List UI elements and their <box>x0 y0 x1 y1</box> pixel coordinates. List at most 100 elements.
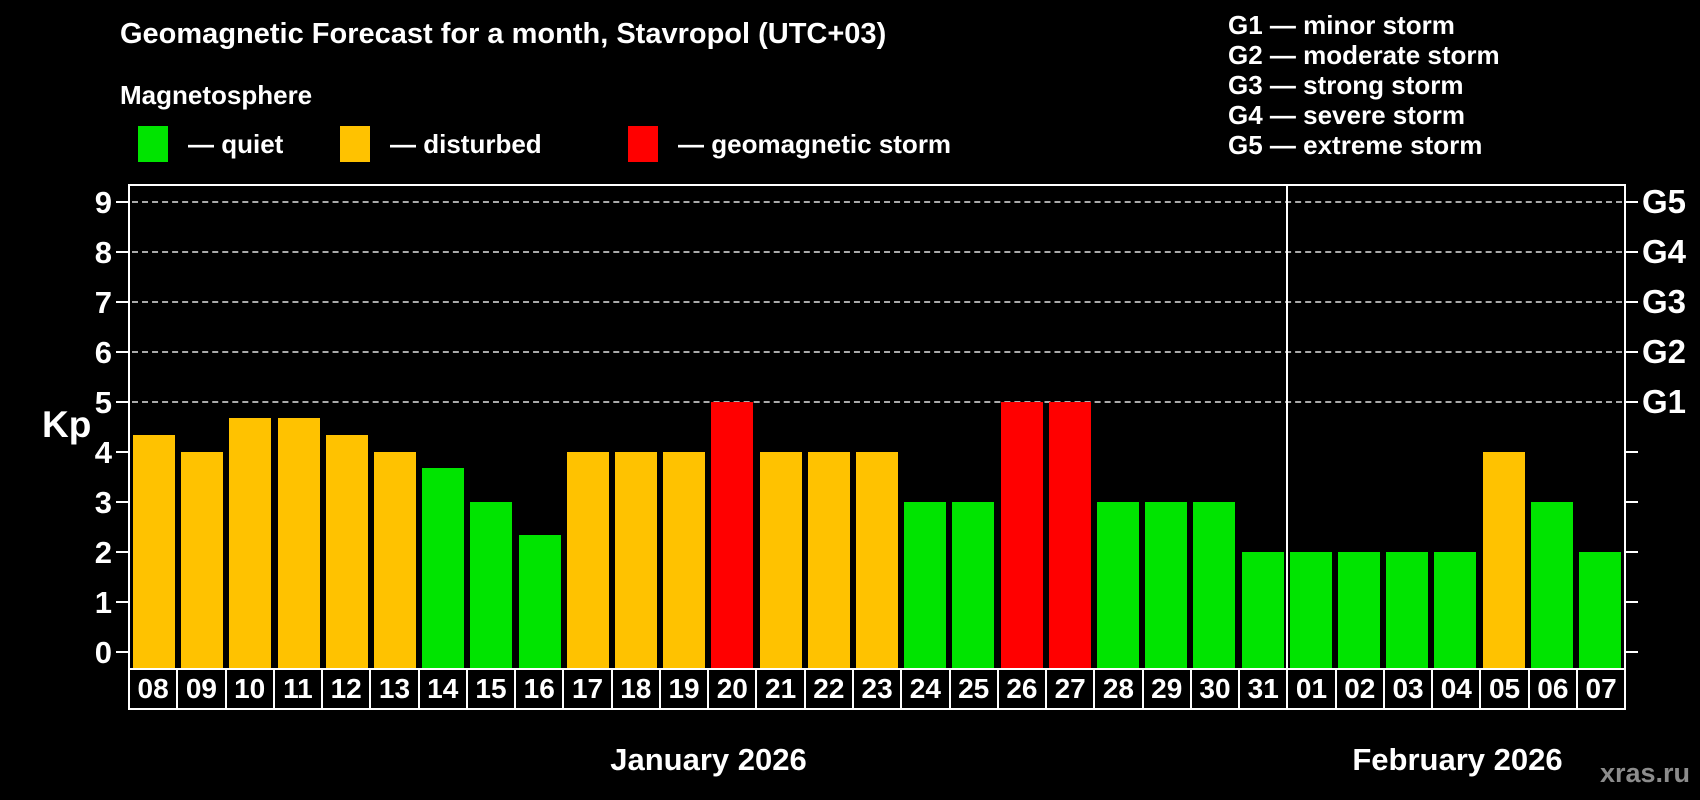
plot-area <box>128 184 1626 668</box>
day-label-15: 15 <box>467 668 517 710</box>
day-label-26: 26 <box>998 668 1048 710</box>
bar-day-08 <box>133 435 176 668</box>
y-tick-label-5: 5 <box>94 384 112 420</box>
month-label-january: January 2026 <box>610 742 807 777</box>
day-label-05: 05 <box>1481 668 1530 710</box>
g-scale-legend-line-4: G4 — severe storm <box>1228 100 1466 130</box>
legend-label-quiet: — quiet <box>188 128 284 159</box>
right-tick-kp6 <box>1626 350 1638 353</box>
right-axis-label-G1: G1 <box>1642 382 1687 420</box>
day-label-10: 10 <box>226 668 275 710</box>
bar-day-07 <box>1578 551 1621 668</box>
day-label-23: 23 <box>853 668 903 710</box>
day-label-04: 04 <box>1433 668 1482 710</box>
month-label-february: February 2026 <box>1352 742 1563 777</box>
right-tick-kp4 <box>1626 450 1638 453</box>
bar-day-25 <box>952 501 995 668</box>
legend-label-storm: — geomagnetic storm <box>678 128 952 159</box>
y-tick-label-1: 1 <box>94 584 112 620</box>
legend-swatch-storm <box>628 126 658 162</box>
bar-day-22 <box>807 451 850 668</box>
left-tick-kp2 <box>116 550 128 553</box>
right-tick-kp3 <box>1626 500 1638 503</box>
g-scale-legend-line-5: G5 — extreme storm <box>1228 130 1483 160</box>
day-label-09: 09 <box>178 668 227 710</box>
bar-day-10 <box>229 418 272 668</box>
legend-item-storm: — geomagnetic storm <box>628 126 951 162</box>
day-label-13: 13 <box>371 668 420 710</box>
right-tick-kp2 <box>1626 550 1638 553</box>
bar-day-27 <box>1048 401 1091 668</box>
day-label-16: 16 <box>516 668 565 710</box>
right-tick-kp0 <box>1626 650 1638 653</box>
bar-day-29 <box>1145 501 1188 668</box>
legend-swatch-quiet <box>138 126 168 162</box>
bar-day-03 <box>1386 551 1429 668</box>
right-tick-kp5 <box>1626 400 1638 403</box>
day-label-18: 18 <box>612 668 661 710</box>
day-label-02: 02 <box>1336 668 1385 710</box>
day-label-07: 07 <box>1577 668 1627 710</box>
day-label-24: 24 <box>902 668 951 710</box>
bar-day-13 <box>374 451 417 668</box>
y-tick-label-4: 4 <box>94 434 112 470</box>
gridline-kp6 <box>132 350 1622 353</box>
bar-day-02 <box>1337 551 1380 668</box>
right-tick-kp1 <box>1626 600 1638 603</box>
bar-day-28 <box>1096 501 1139 668</box>
day-label-20: 20 <box>709 668 758 710</box>
day-label-06: 06 <box>1529 668 1578 710</box>
right-axis-label-G5: G5 <box>1642 182 1687 220</box>
left-tick-kp8 <box>116 250 128 253</box>
bar-day-19 <box>663 451 706 668</box>
day-label-31: 31 <box>1240 668 1289 710</box>
page-title: Geomagnetic Forecast for a month, Stavro… <box>120 18 887 50</box>
left-tick-kp7 <box>116 300 128 303</box>
bar-day-24 <box>904 501 947 668</box>
day-label-08: 08 <box>128 668 179 710</box>
g-scale-legend-line-3: G3 — strong storm <box>1228 70 1464 100</box>
y-tick-label-9: 9 <box>94 184 112 220</box>
y-tick-label-2: 2 <box>94 534 112 570</box>
right-tick-kp9 <box>1626 200 1638 203</box>
day-label-12: 12 <box>323 668 372 710</box>
day-label-30: 30 <box>1191 668 1241 710</box>
y-tick-label-0: 0 <box>94 634 112 670</box>
gridline-kp5 <box>132 400 1622 403</box>
right-tick-kp7 <box>1626 300 1638 303</box>
bar-day-11 <box>277 418 320 668</box>
gridline-kp8 <box>132 250 1622 253</box>
bar-day-15 <box>470 501 513 668</box>
day-label-19: 19 <box>660 668 710 710</box>
g-scale-legend-line-2: G2 — moderate storm <box>1228 40 1500 70</box>
legend-label-disturbed: — disturbed <box>390 128 542 159</box>
bar-day-04 <box>1434 551 1477 668</box>
right-axis-label-G4: G4 <box>1642 232 1687 270</box>
bar-day-01 <box>1289 551 1332 668</box>
bar-day-21 <box>759 451 802 668</box>
day-label-01: 01 <box>1288 668 1337 710</box>
magnetosphere-subtitle: Magnetosphere <box>120 80 313 110</box>
left-tick-kp3 <box>116 500 128 503</box>
bar-day-17 <box>566 451 609 668</box>
y-tick-label-8: 8 <box>94 234 112 270</box>
left-tick-kp9 <box>116 200 128 203</box>
day-label-25: 25 <box>950 668 999 710</box>
day-label-28: 28 <box>1095 668 1144 710</box>
left-tick-kp5 <box>116 400 128 403</box>
day-axis-row: 08 09 10 11 12 13 14 15 16 17 18 19 20 21 22 23 24 25 26 27… <box>128 668 1627 710</box>
day-label-27: 27 <box>1047 668 1096 710</box>
right-axis-label-G3: G3 <box>1642 282 1687 320</box>
legend-item-disturbed: — disturbed <box>340 126 542 162</box>
day-label-14: 14 <box>419 668 468 710</box>
bar-day-05 <box>1482 451 1525 668</box>
bar-day-23 <box>856 451 898 668</box>
bar-day-31 <box>1241 551 1284 668</box>
y-axis-label: Kp <box>42 404 92 445</box>
left-tick-kp1 <box>116 600 128 603</box>
y-tick-label-6: 6 <box>94 334 112 370</box>
bar-day-26 <box>1000 401 1043 668</box>
day-label-22: 22 <box>805 668 854 710</box>
gridline-kp7 <box>132 300 1622 303</box>
